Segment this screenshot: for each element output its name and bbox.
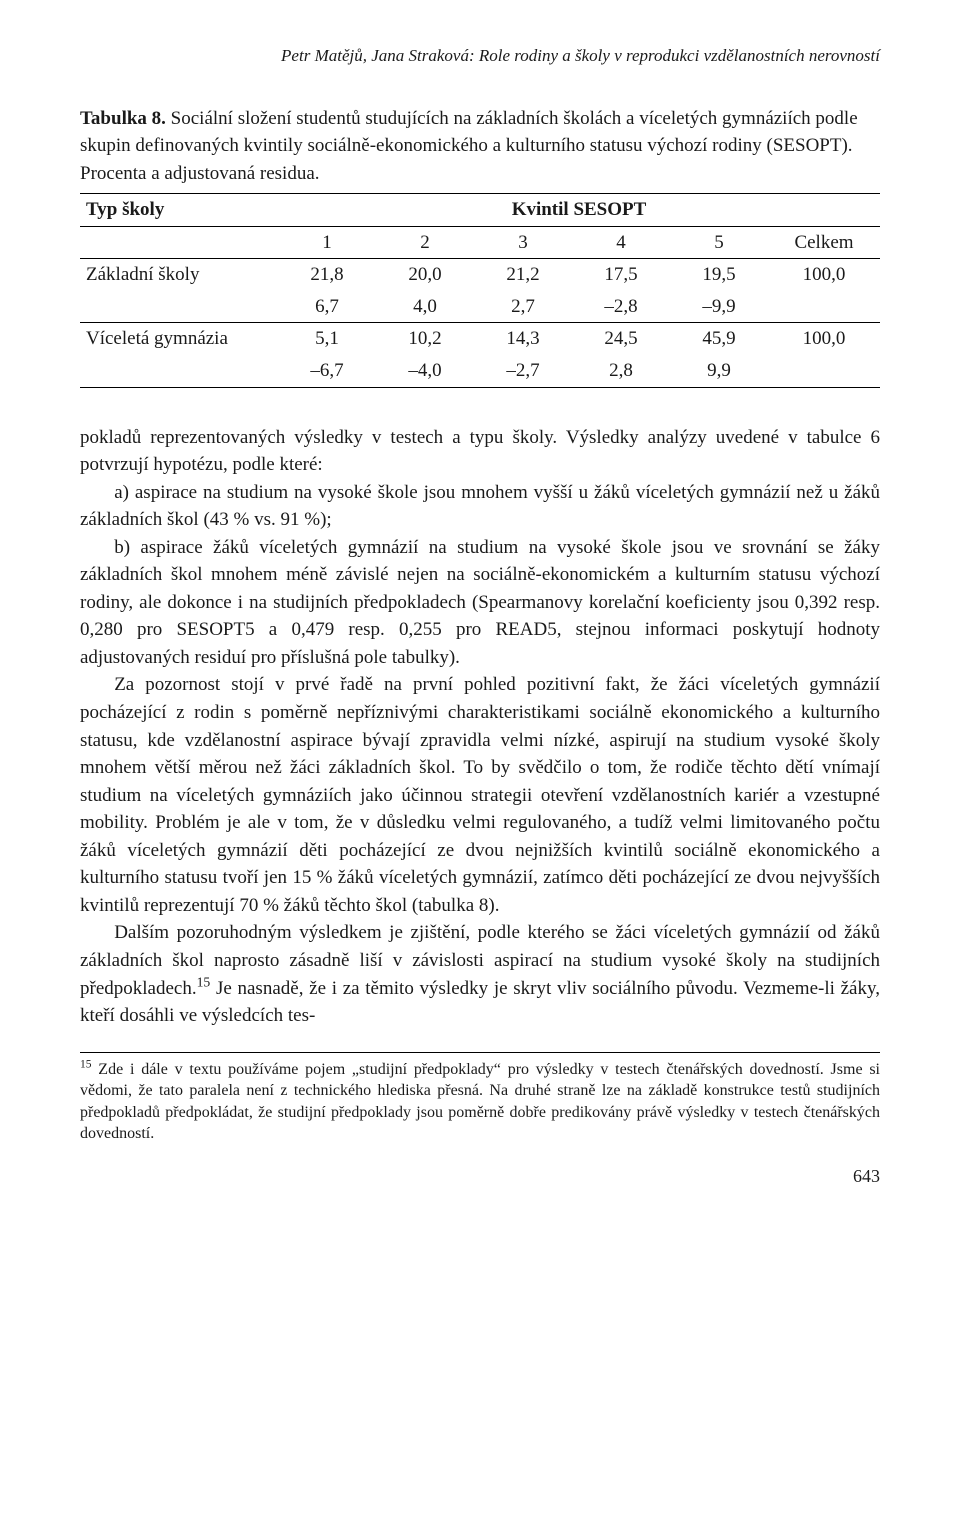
cell: –4,0 (376, 355, 474, 387)
cell-total: 100,0 (768, 259, 880, 291)
cell-total: 100,0 (768, 323, 880, 355)
cell: 10,2 (376, 323, 474, 355)
paragraph: Za pozornost stojí v prvé řadě na první … (80, 671, 880, 919)
running-head: Petr Matějů, Jana Straková: Role rodiny … (80, 44, 880, 69)
cell: 45,9 (670, 323, 768, 355)
list-item-b: b) aspirace žáků víceletých gymnázií na … (80, 534, 880, 672)
paragraph: Dalším pozoruhodným výsledkem je zjištěn… (80, 919, 880, 1029)
table-row: 6,7 4,0 2,7 –2,8 –9,9 (80, 291, 880, 323)
footnote-text: Zde i dále v textu používáme pojem „stud… (80, 1061, 880, 1143)
table-caption: Tabulka 8. Sociální složení studentů stu… (80, 105, 880, 188)
page-number: 643 (80, 1163, 880, 1189)
cell: 6,7 (278, 291, 376, 323)
cell: –2,8 (572, 291, 670, 323)
cell: 19,5 (670, 259, 768, 291)
paragraph: pokladů reprezentovaných výsledky v test… (80, 424, 880, 479)
col-head-total: Celkem (768, 226, 880, 259)
cell: 21,8 (278, 259, 376, 291)
row-label: Víceletá gymnázia (80, 323, 278, 355)
cell: –9,9 (670, 291, 768, 323)
stub-head: Typ školy (80, 194, 278, 227)
col-head: 3 (474, 226, 572, 259)
table-row: –6,7 –4,0 –2,7 2,8 9,9 (80, 355, 880, 387)
col-head: 4 (572, 226, 670, 259)
table-row: Víceletá gymnázia 5,1 10,2 14,3 24,5 45,… (80, 323, 880, 355)
cell: 9,9 (670, 355, 768, 387)
row-label-blank (80, 291, 278, 323)
col-head: 2 (376, 226, 474, 259)
cell: 2,8 (572, 355, 670, 387)
cell: –2,7 (474, 355, 572, 387)
stub-blank (80, 226, 278, 259)
col-head: 1 (278, 226, 376, 259)
table-label: Tabulka 8. (80, 108, 166, 129)
col-head: 5 (670, 226, 768, 259)
cell: 2,7 (474, 291, 572, 323)
footnote-mark: 15 (80, 1058, 92, 1070)
footnote-separator (80, 1052, 880, 1053)
cell: –6,7 (278, 355, 376, 387)
cell: 4,0 (376, 291, 474, 323)
super-head: Kvintil SESOPT (278, 194, 880, 227)
row-label: Základní školy (80, 259, 278, 291)
table-caption-text: Sociální složení studentů studujících na… (80, 108, 858, 184)
list-item-a: a) aspirace na studium na vysoké škole j… (80, 479, 880, 534)
table-8: Typ školy Kvintil SESOPT 1 2 3 4 5 Celke… (80, 193, 880, 387)
cell: 24,5 (572, 323, 670, 355)
table-header-row-2: 1 2 3 4 5 Celkem (80, 226, 880, 259)
cell-total (768, 291, 880, 323)
cell: 21,2 (474, 259, 572, 291)
table-header-row-1: Typ školy Kvintil SESOPT (80, 194, 880, 227)
cell-total (768, 355, 880, 387)
page: Petr Matějů, Jana Straková: Role rodiny … (0, 0, 960, 1530)
table: Typ školy Kvintil SESOPT 1 2 3 4 5 Celke… (80, 193, 880, 387)
table-row: Základní školy 21,8 20,0 21,2 17,5 19,5 … (80, 259, 880, 291)
cell: 17,5 (572, 259, 670, 291)
footnote-ref: 15 (197, 974, 211, 989)
cell: 14,3 (474, 323, 572, 355)
footnote: 15 Zde i dále v textu používáme pojem „s… (80, 1059, 880, 1145)
cell: 20,0 (376, 259, 474, 291)
row-label-blank (80, 355, 278, 387)
cell: 5,1 (278, 323, 376, 355)
body-text: pokladů reprezentovaných výsledky v test… (80, 424, 880, 1030)
